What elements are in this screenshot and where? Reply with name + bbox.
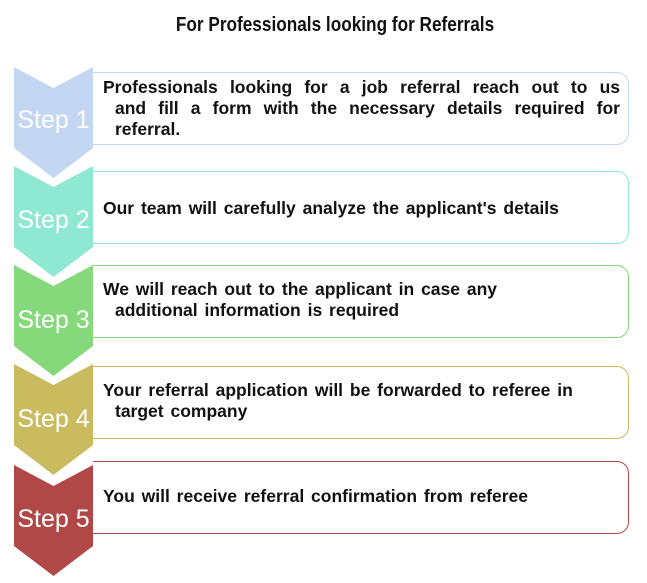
step-1-line-3: referral. — [115, 119, 181, 139]
step-2-chevron — [14, 166, 93, 277]
step-5-box: You will receive referral confirmation f… — [93, 461, 629, 534]
step-4-box: Your referral application will be forwar… — [93, 366, 629, 439]
step-3-text: We will reach out to the applicant in ca… — [103, 279, 620, 321]
step-1-line-1: Professionals looking for a job referral… — [103, 77, 620, 97]
step-4-line-1: Your referral application will be forwar… — [103, 380, 573, 400]
step-3-line-1: We will reach out to the applicant in ca… — [103, 279, 498, 299]
step-2-text: Our team will carefully analyze the appl… — [103, 198, 620, 219]
step-5-text: You will receive referral confirmation f… — [103, 486, 620, 507]
step-1-chevron — [14, 67, 93, 178]
step-2-label: Step 2 — [17, 206, 90, 234]
step-5-label: Step 5 — [17, 505, 90, 533]
step-2-box: Our team will carefully analyze the appl… — [93, 171, 629, 244]
step-4-text: Your referral application will be forwar… — [103, 380, 620, 422]
step-1-box: Professionals looking for a job referral… — [93, 72, 629, 145]
step-3-label: Step 3 — [17, 306, 90, 334]
step-1-text: Professionals looking for a job referral… — [103, 77, 620, 140]
step-5-line-1: You will receive referral confirmation f… — [103, 486, 529, 506]
step-4-chevron — [14, 364, 93, 475]
step-3-box: We will reach out to the applicant in ca… — [93, 265, 629, 338]
diagram-title: For Professionals looking for Referrals — [175, 14, 495, 36]
step-3-chevron-shape — [14, 265, 93, 376]
step-1-line-2: and fill a form with the necessary detai… — [115, 98, 620, 118]
step-5-chevron-shape — [14, 465, 93, 576]
step-4-line-2: target company — [115, 401, 248, 421]
step-5-chevron — [14, 465, 93, 576]
step-1-label: Step 1 — [17, 106, 90, 134]
step-3-line-2: additional information is required — [115, 300, 400, 320]
step-3-chevron — [14, 265, 93, 376]
step-2-chevron-shape — [14, 166, 93, 277]
step-1-chevron-shape — [14, 67, 93, 178]
step-4-label: Step 4 — [17, 405, 90, 433]
step-2-line-1: Our team will carefully analyze the appl… — [103, 198, 559, 218]
step-4-chevron-shape — [14, 364, 93, 475]
